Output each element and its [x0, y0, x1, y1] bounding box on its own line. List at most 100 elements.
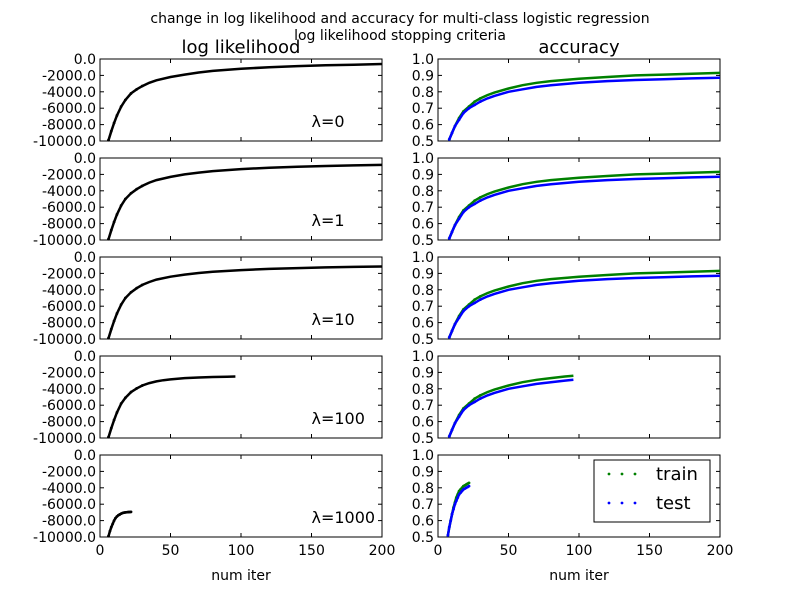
data-point	[473, 103, 477, 107]
data-point	[467, 403, 471, 407]
data-point	[447, 434, 451, 438]
series-line-1	[447, 378, 574, 438]
data-point	[478, 199, 482, 203]
legend-marker	[633, 472, 637, 476]
legend-entry-train: train	[656, 464, 698, 485]
data-point	[123, 98, 127, 102]
y-tick-label: -8000.0	[42, 316, 96, 332]
legend-box	[593, 459, 711, 523]
y-tick-label: -10000.0	[33, 332, 96, 348]
subplot-grid: 0.0-2000.0-4000.0-6000.0-8000.0-10000.0l…	[33, 37, 733, 584]
legend-marker	[607, 472, 611, 476]
y-tick-label: 0.9	[412, 266, 434, 282]
y-tick-label: 0.6	[412, 514, 434, 530]
series-line-0	[107, 265, 383, 340]
data-point	[107, 237, 110, 241]
data-point	[119, 303, 123, 306]
data-point	[452, 507, 455, 511]
subplot-0-accuracy: 1.00.90.80.70.60.5 accuracy	[412, 37, 721, 150]
y-tick-label: 0.8	[412, 382, 434, 398]
series-line	[107, 265, 383, 339]
y-tick-label: -6000.0	[42, 497, 96, 513]
x-tick-label: 50	[162, 543, 180, 559]
data-point	[129, 92, 133, 95]
y-tick-label: -10000.0	[33, 530, 96, 546]
data-point	[112, 121, 116, 125]
panel-title: log likelihood	[182, 37, 301, 58]
panel-title: accuracy	[538, 37, 620, 58]
data-point	[473, 199, 477, 203]
series-line-0	[107, 163, 383, 241]
y-tick-label: 1.0	[412, 349, 434, 365]
data-point	[112, 319, 116, 323]
x-tick-label: 150	[636, 543, 663, 559]
y-tick-label: -8000.0	[42, 415, 96, 431]
y-tick-label: 0.0	[74, 151, 96, 167]
data-point	[478, 298, 482, 302]
y-tick-label: 0.7	[412, 101, 434, 117]
data-point	[140, 384, 144, 387]
data-point	[467, 304, 471, 308]
series-line	[448, 175, 721, 239]
y-tick-label: -6000.0	[42, 398, 96, 414]
y-tick-label: 0.0	[74, 448, 96, 464]
series-test	[446, 484, 471, 537]
series-line	[107, 375, 236, 438]
y-tick-label: -2000.0	[42, 464, 96, 480]
series-line	[448, 274, 721, 338]
data-point	[119, 402, 123, 405]
data-point	[473, 400, 477, 404]
data-point	[112, 519, 116, 522]
data-point	[119, 204, 123, 207]
y-tick-label: 0.7	[412, 299, 434, 315]
data-point	[115, 213, 119, 216]
data-point	[135, 386, 139, 390]
y-tick-label: -8000.0	[42, 217, 96, 233]
y-tick-label: 0.0	[74, 349, 96, 365]
x-tick-label: 200	[707, 543, 734, 559]
legend-entry-test: test	[656, 493, 691, 514]
lambda-annotation: λ=100	[312, 409, 365, 428]
x-tick-label: 0	[96, 543, 105, 559]
data-point	[115, 312, 119, 315]
data-point	[450, 230, 454, 234]
y-tick-label: -2000.0	[42, 68, 96, 84]
series-line	[448, 378, 574, 437]
data-point	[109, 129, 113, 133]
subplot-4-loglik: 0.0-2000.0-4000.0-6000.0-8000.0-10000.00…	[33, 448, 395, 584]
y-tick-label: 0.5	[412, 233, 434, 249]
subplot-4-accuracy: 1.00.90.80.70.60.50 50 100 150 200 num iter tr…	[412, 448, 734, 584]
series-line-1	[447, 175, 721, 240]
data-point	[135, 286, 139, 290]
y-tick-label: -4000.0	[42, 382, 96, 398]
y-tick-label: 0.9	[412, 464, 434, 480]
y-tick-label: -4000.0	[42, 481, 96, 497]
data-point	[461, 408, 465, 412]
data-point	[111, 522, 115, 526]
data-point	[453, 223, 457, 227]
data-point	[473, 397, 477, 401]
data-point	[123, 396, 127, 400]
data-point	[447, 335, 451, 339]
data-point	[467, 481, 471, 485]
y-tick-label: 1.0	[412, 151, 434, 167]
data-point	[140, 283, 144, 287]
y-tick-label: 0.6	[412, 316, 434, 332]
series-line-0	[107, 510, 133, 538]
y-tick-label: 1.0	[412, 250, 434, 266]
data-point	[461, 309, 465, 313]
y-tick-label: -6000.0	[42, 101, 96, 117]
data-point	[129, 510, 133, 514]
series-line	[107, 163, 383, 240]
y-tick-label: 0.9	[412, 167, 434, 183]
data-point	[107, 138, 110, 142]
data-point	[107, 435, 110, 439]
y-tick-label: -10000.0	[33, 233, 96, 249]
y-tick-label: 0.8	[412, 85, 434, 101]
subplot-2-loglik: 0.0-2000.0-4000.0-6000.0-8000.0-10000.0 λ…	[33, 250, 383, 348]
data-point	[457, 118, 461, 122]
y-tick-label: 1.0	[412, 448, 434, 464]
data-point	[453, 502, 457, 506]
data-point	[453, 322, 457, 326]
y-tick-label: -4000.0	[42, 184, 96, 200]
